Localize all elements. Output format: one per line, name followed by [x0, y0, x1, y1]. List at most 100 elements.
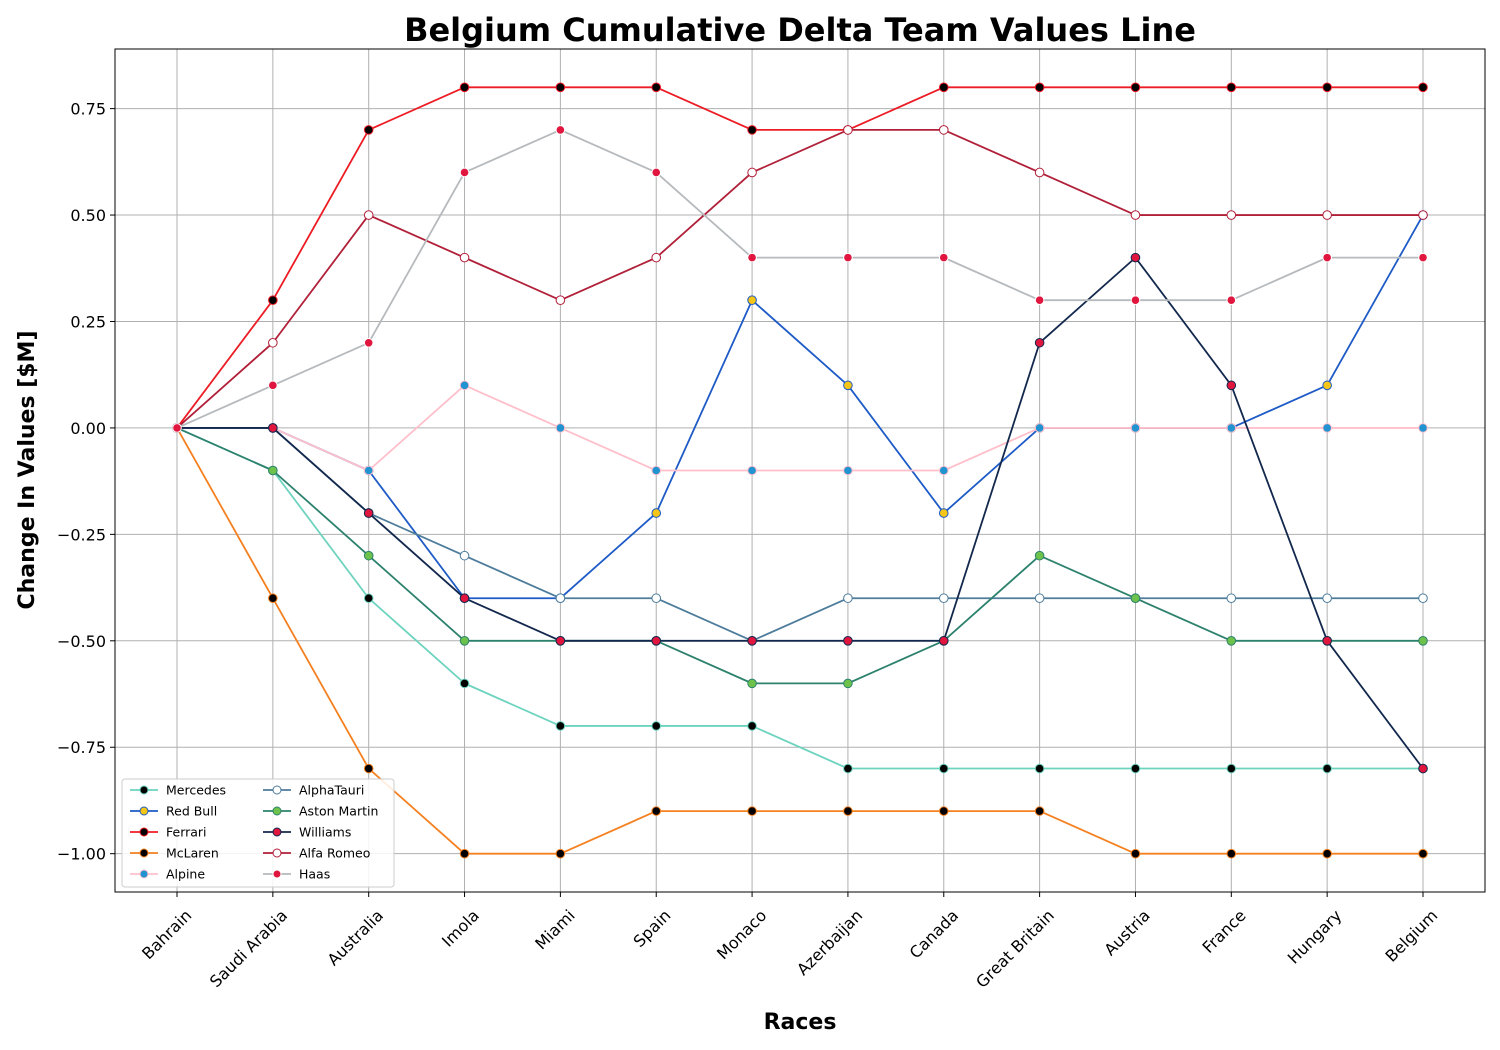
- series-line: [177, 256, 1424, 770]
- data-point: [268, 380, 278, 391]
- data-point: [1034, 423, 1045, 433]
- data-point: [555, 721, 566, 731]
- data-point: [555, 593, 566, 604]
- data-point: [1418, 423, 1428, 433]
- data-point: [1130, 295, 1141, 305]
- series-williams: [172, 252, 1428, 774]
- data-point: [1034, 295, 1045, 305]
- data-point: [459, 636, 470, 646]
- series-line: [177, 427, 1423, 642]
- data-point: [363, 508, 374, 518]
- data-point: [938, 763, 949, 774]
- data-point: [555, 636, 566, 646]
- data-point: [1322, 380, 1332, 391]
- data-point: [651, 721, 662, 731]
- data-point: [651, 508, 662, 518]
- data-point: [1130, 763, 1141, 774]
- legend-label: Alpine: [166, 867, 205, 882]
- data-point: [651, 465, 662, 476]
- data-point: [459, 380, 470, 391]
- data-point: [1034, 806, 1045, 816]
- series-alpine: [172, 380, 1428, 476]
- legend-swatch-marker: [272, 785, 282, 795]
- data-point: [843, 593, 853, 604]
- data-point: [555, 423, 566, 433]
- data-point: [938, 508, 949, 518]
- data-point: [268, 423, 278, 433]
- data-point: [843, 252, 853, 263]
- data-point: [459, 848, 470, 859]
- data-point: [555, 295, 566, 305]
- data-point: [555, 125, 566, 135]
- data-point: [651, 593, 662, 604]
- data-point: [363, 125, 374, 135]
- data-point: [1226, 593, 1237, 604]
- data-point: [938, 465, 949, 476]
- data-point: [363, 550, 374, 561]
- data-point: [1418, 210, 1428, 220]
- data-point: [747, 252, 757, 263]
- legend: Mercedes Red Bull Ferrari McLaren Alpine Alph…: [121, 778, 395, 888]
- data-point: [268, 465, 278, 476]
- data-point: [363, 465, 374, 476]
- series-line: [176, 427, 1423, 685]
- data-point: [459, 678, 470, 689]
- data-point: [1418, 763, 1428, 774]
- legend-box: [121, 778, 395, 888]
- series-line: [176, 86, 1423, 429]
- data-point: [1034, 167, 1045, 178]
- data-point: [747, 465, 757, 476]
- data-point: [1226, 82, 1237, 93]
- legend-swatch-marker: [139, 827, 149, 837]
- data-point: [1130, 593, 1141, 604]
- data-point: [1130, 848, 1141, 859]
- series-haas: [172, 125, 1428, 433]
- series-ferrari: [172, 82, 1428, 433]
- legend-item: Aston Martin: [263, 804, 378, 819]
- plot-frame: [114, 48, 1486, 893]
- data-point: [843, 763, 853, 774]
- data-point: [1322, 593, 1332, 604]
- legend-swatch-marker: [272, 848, 282, 858]
- data-point: [1322, 210, 1332, 220]
- data-point: [459, 167, 470, 178]
- legend-swatch-marker: [139, 848, 149, 858]
- series-line: [177, 384, 1423, 472]
- data-point: [843, 636, 853, 646]
- legend-item: McLaren: [130, 846, 219, 861]
- y-tick-label: −0.75: [57, 738, 106, 757]
- data-point: [459, 252, 470, 263]
- legend-item: Alpine: [130, 867, 205, 882]
- data-point: [459, 550, 470, 561]
- legend-swatch-marker: [272, 806, 282, 816]
- legend-item: Mercedes: [130, 783, 226, 798]
- series-line: [176, 128, 1423, 429]
- data-point: [1226, 848, 1237, 859]
- chart-title: Belgium Cumulative Delta Team Values Lin…: [404, 11, 1196, 49]
- data-point: [555, 82, 566, 93]
- y-axis: −1.00 −0.75 −0.50 −0.25 0.00 0.25 0.50 0.75: [57, 100, 115, 864]
- y-tick-label: −0.25: [57, 525, 106, 544]
- data-point: [1226, 423, 1237, 433]
- legend-swatch-marker: [272, 869, 282, 879]
- legend-swatch-marker: [139, 785, 149, 795]
- series-layer: [172, 82, 1428, 859]
- legend-label: Mercedes: [166, 783, 226, 798]
- legend-label: Aston Martin: [299, 804, 378, 819]
- data-point: [268, 593, 278, 604]
- data-point: [459, 593, 470, 604]
- data-point: [938, 252, 949, 263]
- data-point: [363, 337, 374, 348]
- y-tick-label: 0.00: [70, 419, 106, 438]
- data-point: [651, 636, 662, 646]
- legend-label: McLaren: [166, 846, 219, 861]
- legend-label: Alfa Romeo: [299, 846, 370, 861]
- series-alfa-romeo: [172, 125, 1428, 433]
- data-point: [747, 295, 757, 305]
- data-point: [1322, 848, 1332, 859]
- data-point: [1130, 252, 1141, 263]
- data-point: [651, 82, 662, 93]
- data-point: [1322, 252, 1332, 263]
- data-point: [651, 806, 662, 816]
